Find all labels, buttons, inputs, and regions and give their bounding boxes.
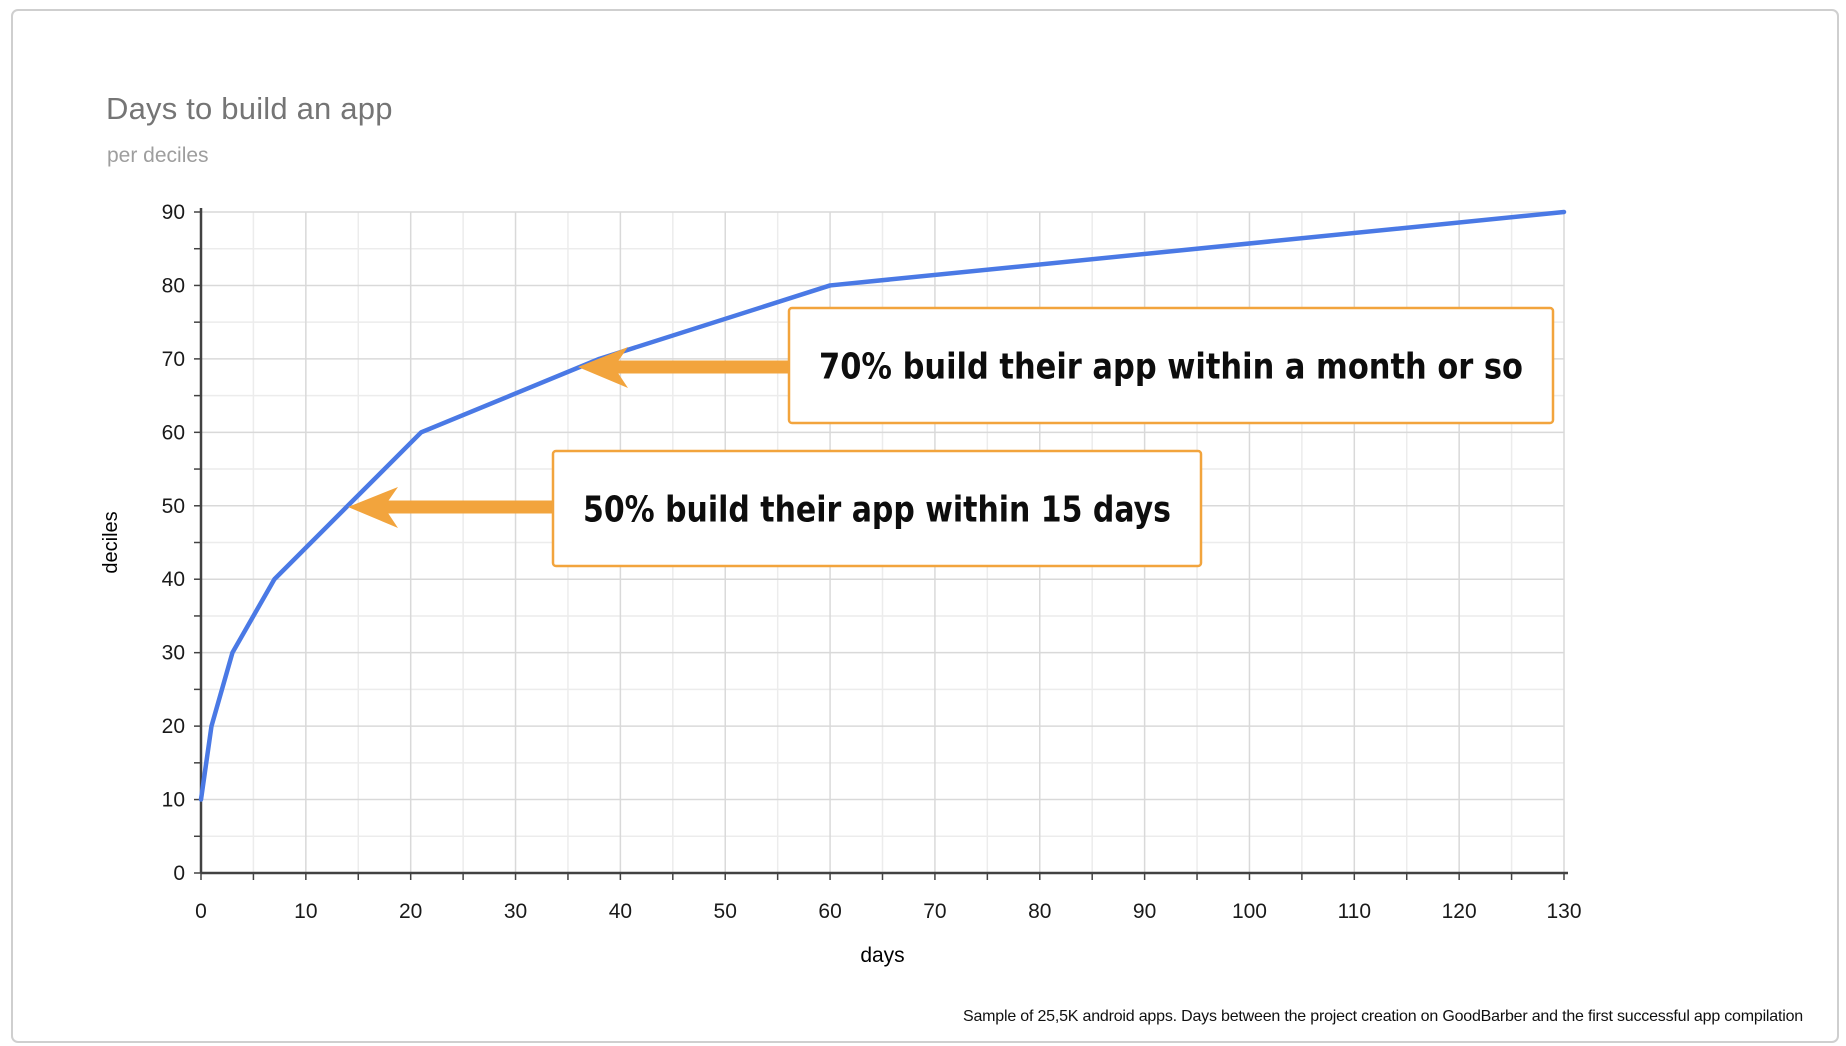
decile-curve (198, 209, 1567, 802)
annotation-box (787, 306, 1555, 425)
x-tick-label: 40 (609, 900, 632, 923)
x-tick-label: 60 (818, 900, 841, 923)
x-tick-label: 50 (714, 900, 737, 923)
x-tick-label: 0 (195, 900, 207, 923)
x-axis-title: days (860, 944, 904, 967)
y-tick-label: 10 (162, 789, 185, 812)
x-tick-label: 80 (1028, 900, 1051, 923)
y-tick-label: 30 (162, 642, 185, 665)
y-tick-label: 40 (162, 568, 185, 591)
annotation-arrow-bar (612, 360, 789, 374)
decile-line-chart: 0 10 20 30 40 50 60 70 80 90 100 110 120 130 0 10 20 30 40… (100, 201, 1582, 967)
y-tick-label: 80 (162, 274, 185, 297)
x-tick-label: 30 (504, 900, 527, 923)
x-tick-label: 100 (1232, 900, 1267, 923)
x-tick-label: 10 (294, 900, 317, 923)
x-tick-label: 110 (1338, 900, 1371, 923)
y-tick-label: 50 (162, 495, 185, 518)
chart-card: Days to build an app per deciles 0 10 20 30… (11, 9, 1839, 1043)
x-tick-label: 70 (923, 900, 946, 923)
x-tick-label: 130 (1546, 900, 1581, 923)
y-tick-label: 70 (162, 348, 185, 371)
annotation-arrowhead (578, 347, 628, 388)
chart-title: Days to build an app (106, 91, 393, 126)
y-axis-title: deciles (100, 511, 122, 573)
annotation-text: 50% build their app within 15 days (583, 490, 1171, 531)
x-tick-label: 90 (1133, 900, 1156, 923)
footer-note: Sample of 25,5K android apps. Days betwe… (962, 1008, 1803, 1025)
chart-subtitle: per deciles (107, 144, 209, 167)
x-tick-label: 20 (399, 900, 422, 923)
x-tick-label: 120 (1442, 900, 1477, 923)
annotation-arrowhead (348, 487, 398, 528)
annotation-box (551, 449, 1203, 568)
y-tick-label: 60 (162, 421, 185, 444)
y-tick-label: 90 (162, 201, 185, 224)
y-tick-label: 0 (173, 862, 185, 885)
annotation-text: 70% build their app within a month or so (819, 347, 1523, 388)
y-tick-label: 20 (162, 715, 185, 738)
annotation-arrow-bar (382, 500, 553, 514)
